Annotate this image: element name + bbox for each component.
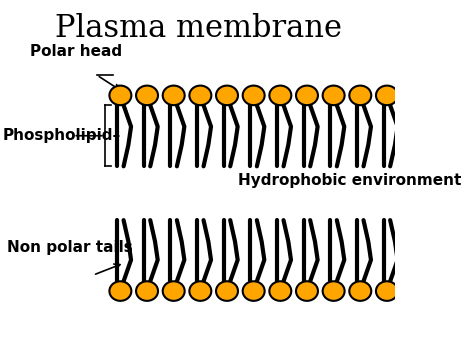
Circle shape (269, 86, 292, 105)
Circle shape (216, 86, 238, 105)
Circle shape (190, 281, 211, 301)
Circle shape (376, 86, 398, 105)
Text: Plasma membrane: Plasma membrane (55, 13, 342, 44)
Circle shape (190, 86, 211, 105)
Text: Phospholipid–: Phospholipid– (3, 128, 121, 143)
Circle shape (323, 86, 345, 105)
Circle shape (109, 281, 131, 301)
Circle shape (269, 281, 292, 301)
Circle shape (349, 281, 371, 301)
Circle shape (216, 281, 238, 301)
Circle shape (296, 86, 318, 105)
Text: Hydrophobic environment: Hydrophobic environment (238, 174, 461, 189)
Circle shape (136, 281, 158, 301)
Circle shape (163, 86, 185, 105)
Circle shape (109, 86, 131, 105)
Circle shape (349, 86, 371, 105)
Circle shape (136, 86, 158, 105)
Circle shape (296, 281, 318, 301)
Circle shape (163, 281, 185, 301)
Circle shape (243, 86, 264, 105)
Circle shape (243, 281, 264, 301)
Text: Polar head: Polar head (30, 44, 122, 59)
Text: Non polar tails: Non polar tails (7, 240, 132, 255)
Circle shape (323, 281, 345, 301)
Circle shape (376, 281, 398, 301)
